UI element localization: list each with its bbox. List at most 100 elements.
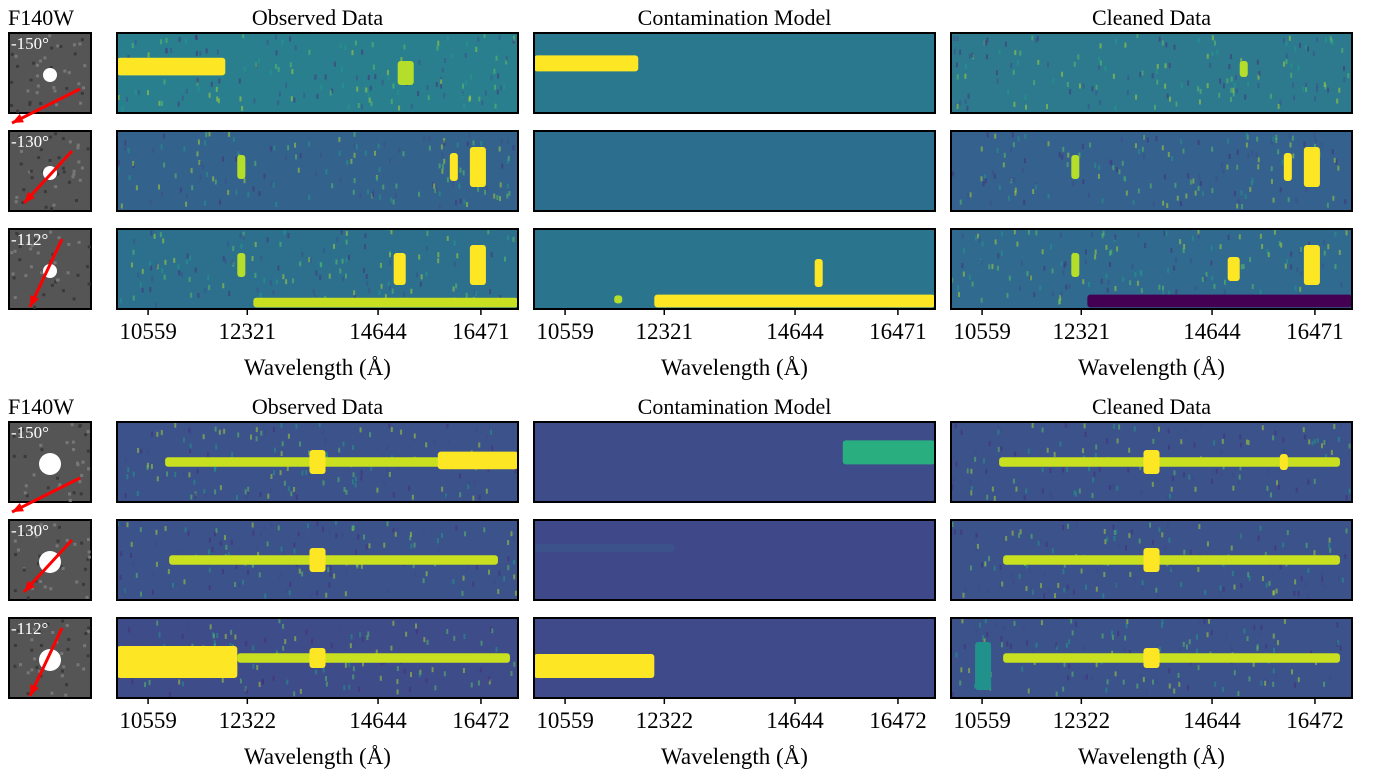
noise bbox=[414, 623, 417, 629]
noise bbox=[461, 93, 464, 99]
noise bbox=[1090, 675, 1093, 681]
noise bbox=[1221, 438, 1224, 444]
noise bbox=[325, 592, 328, 598]
thumb-noise bbox=[65, 441, 69, 445]
spectral-feature bbox=[397, 61, 414, 85]
thumb-noise bbox=[84, 433, 88, 437]
noise bbox=[283, 550, 286, 556]
noise bbox=[441, 67, 444, 73]
noise bbox=[331, 183, 334, 189]
noise bbox=[431, 667, 434, 673]
noise bbox=[301, 251, 304, 257]
noise bbox=[1001, 231, 1004, 237]
noise bbox=[1250, 180, 1253, 186]
noise bbox=[1141, 585, 1144, 591]
thumb-noise bbox=[26, 89, 30, 93]
spectral-feature bbox=[1087, 294, 1352, 308]
thumb-noise bbox=[13, 664, 17, 668]
noise bbox=[1062, 270, 1065, 276]
thumb-noise bbox=[77, 160, 81, 164]
noise bbox=[155, 263, 158, 269]
noise bbox=[1279, 100, 1282, 106]
noise bbox=[1043, 265, 1046, 271]
noise bbox=[352, 666, 355, 672]
panel-frame bbox=[116, 32, 519, 114]
noise bbox=[368, 97, 371, 103]
noise bbox=[139, 527, 142, 533]
noise bbox=[490, 429, 493, 435]
noise bbox=[1095, 90, 1098, 96]
noise bbox=[1213, 40, 1216, 46]
noise bbox=[1127, 467, 1130, 473]
noise bbox=[1108, 485, 1111, 491]
noise bbox=[178, 270, 181, 276]
noise bbox=[221, 156, 224, 162]
noise bbox=[1139, 464, 1142, 470]
thumb-noise bbox=[10, 103, 14, 107]
x-tick-label: 16471 bbox=[1286, 319, 1344, 344]
noise bbox=[221, 677, 224, 683]
noise bbox=[1256, 136, 1259, 142]
thumb-noise bbox=[75, 461, 79, 465]
noise bbox=[1327, 244, 1330, 250]
noise bbox=[273, 470, 276, 476]
noise bbox=[1290, 251, 1293, 257]
noise bbox=[1329, 35, 1332, 41]
noise bbox=[325, 681, 328, 687]
thumb-noise bbox=[18, 429, 22, 433]
noise bbox=[1067, 523, 1070, 529]
noise bbox=[1103, 571, 1106, 577]
noise bbox=[199, 50, 202, 56]
noise bbox=[1117, 631, 1120, 637]
thumb-noise bbox=[86, 430, 90, 434]
spectral-feature bbox=[309, 648, 326, 668]
noise bbox=[1201, 276, 1204, 282]
noise bbox=[1274, 430, 1277, 436]
noise bbox=[504, 256, 507, 262]
noise bbox=[1210, 629, 1213, 635]
thumb-noise bbox=[29, 247, 33, 251]
noise bbox=[360, 563, 363, 569]
noise bbox=[1246, 636, 1249, 642]
noise bbox=[322, 526, 325, 532]
noise bbox=[1064, 422, 1067, 428]
thumb-noise bbox=[39, 148, 43, 152]
thumb-noise bbox=[74, 199, 78, 203]
noise bbox=[1040, 620, 1043, 626]
noise bbox=[1137, 232, 1140, 238]
noise bbox=[293, 491, 296, 497]
noise bbox=[1141, 580, 1144, 586]
thumb-noise bbox=[44, 205, 48, 209]
thumb-noise bbox=[42, 293, 46, 297]
noise bbox=[122, 589, 125, 595]
pa-arrow bbox=[22, 538, 74, 594]
spectral-feature bbox=[1143, 548, 1160, 572]
noise bbox=[215, 86, 218, 92]
noise bbox=[1329, 547, 1332, 553]
thumb-noise bbox=[80, 473, 84, 477]
noise bbox=[1115, 167, 1118, 173]
noise bbox=[997, 429, 1000, 435]
noise bbox=[1041, 249, 1044, 255]
noise bbox=[1270, 492, 1273, 498]
noise bbox=[381, 79, 384, 85]
noise bbox=[1158, 647, 1161, 653]
noise bbox=[287, 232, 290, 238]
noise bbox=[1259, 233, 1262, 239]
noise bbox=[1125, 623, 1128, 629]
noise bbox=[977, 586, 980, 592]
noise bbox=[446, 629, 449, 635]
noise bbox=[1174, 182, 1177, 188]
noise bbox=[1221, 687, 1224, 693]
noise bbox=[1127, 75, 1130, 81]
noise bbox=[223, 428, 226, 434]
x-tick-label: 12321 bbox=[636, 319, 694, 344]
noise bbox=[389, 158, 392, 164]
noise bbox=[154, 302, 157, 308]
noise bbox=[1052, 78, 1055, 84]
noise bbox=[387, 588, 390, 594]
noise bbox=[1168, 683, 1171, 689]
noise bbox=[224, 633, 227, 639]
noise bbox=[230, 539, 233, 545]
noise bbox=[1277, 484, 1280, 490]
